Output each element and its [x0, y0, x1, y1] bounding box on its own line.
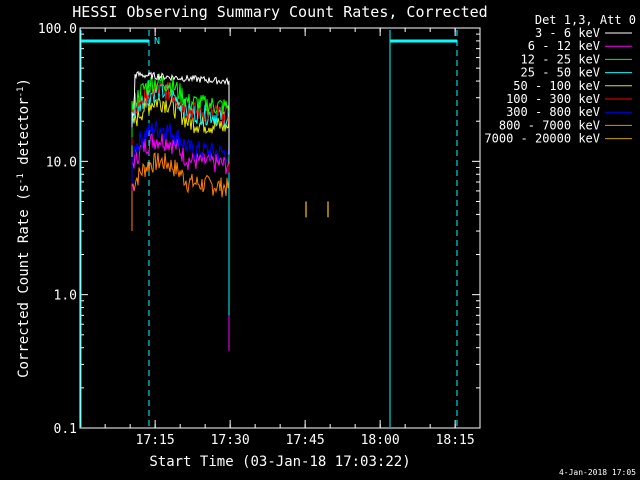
- legend-label: 12 - 25 keV: [521, 52, 600, 66]
- x-tick-label: 17:15: [136, 433, 175, 448]
- legend-label: 800 - 7000 keV: [499, 118, 600, 132]
- series-line: [131, 152, 230, 245]
- legend-label: 3 - 6 keV: [535, 26, 600, 40]
- x-axis-label: Start Time (03-Jan-18 17:03:22): [149, 454, 410, 470]
- timestamp: 4-Jan-2018 17:05: [559, 468, 636, 477]
- legend-label: 300 - 800 keV: [506, 105, 600, 119]
- chart-title: HESSI Observing Summary Count Rates, Cor…: [72, 3, 487, 21]
- night-marker: N: [154, 36, 160, 47]
- legend-label: 50 - 100 keV: [513, 79, 600, 93]
- attenuator-night-overlay: N: [80, 30, 458, 427]
- x-tick-label: 18:00: [361, 433, 400, 448]
- x-tick-label: 17:30: [211, 433, 250, 448]
- y-tick-label: 1.0: [54, 289, 77, 304]
- series-line: [131, 82, 230, 316]
- y-tick-label: 10.0: [46, 155, 77, 170]
- legend-label: 6 - 12 keV: [528, 39, 600, 53]
- legend-label: 7000 - 20000 keV: [484, 132, 600, 146]
- plot-frame: [79, 27, 481, 429]
- series-line: [131, 120, 230, 211]
- legend-label: 25 - 50 keV: [521, 66, 600, 80]
- legend-header: Det 1,3, Att 0: [535, 13, 636, 27]
- legend-label: 100 - 300 keV: [506, 92, 600, 106]
- series-lines: [131, 70, 329, 351]
- series-line: [131, 73, 230, 165]
- y-axis-label: Corrected Count Rate (s-1 detector-1): [16, 78, 32, 378]
- x-tick-label: 18:15: [436, 433, 475, 448]
- y-tick-label: 100.0: [38, 22, 77, 37]
- axis-ticks: 17:15 17:30 17:45 18:00 18:15 0.1 1.0 10.0 100.0: [38, 22, 480, 448]
- series-line: [131, 70, 230, 155]
- y-tick-label: 0.1: [54, 422, 77, 437]
- series-line: [131, 80, 230, 173]
- series-line: [131, 133, 230, 351]
- x-tick-label: 17:45: [286, 433, 325, 448]
